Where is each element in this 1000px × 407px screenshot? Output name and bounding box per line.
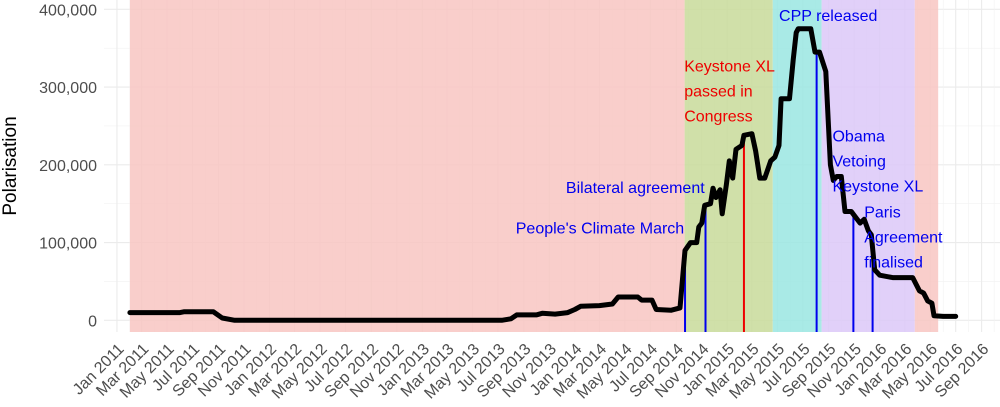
period-region xyxy=(129,0,685,332)
y-axis-title: Polarisation xyxy=(0,116,21,215)
y-tick-label: 400,000 xyxy=(39,2,97,19)
annotation-line: Vetoing xyxy=(832,154,885,171)
polarisation-line xyxy=(127,26,959,323)
annotation-line: CPP released xyxy=(779,8,877,25)
event-annotation: CPP released xyxy=(779,8,877,25)
annotation-line: Keystone XL xyxy=(684,59,775,76)
annotation-line: Agreement xyxy=(864,230,943,247)
annotation-line: Obama xyxy=(832,129,885,146)
event-annotations: People's Climate March Bilateral agreemen… xyxy=(516,8,943,272)
annotation-line: Keystone XL xyxy=(832,179,923,196)
annotation-line: finalised xyxy=(864,255,923,272)
event-annotation: Paris Agreement finalised xyxy=(864,205,943,272)
annotation-line: Congress xyxy=(684,109,752,126)
period-region xyxy=(772,0,822,332)
event-annotation: Bilateral agreement xyxy=(566,180,705,197)
annotation-line: People's Climate March xyxy=(516,220,684,237)
y-tick-label: 200,000 xyxy=(39,158,97,175)
annotation-line: Bilateral agreement xyxy=(566,180,705,197)
event-annotation: Keystone XL passed in Congress xyxy=(684,59,775,126)
y-tick-label: 300,000 xyxy=(39,80,97,97)
series-lines xyxy=(127,26,959,323)
annotation-line: Paris xyxy=(864,205,900,222)
period-region xyxy=(914,0,939,332)
y-tick-label: 0 xyxy=(88,313,97,330)
event-markers xyxy=(684,52,874,332)
event-annotation: Obama Vetoing Keystone XL xyxy=(832,129,923,196)
event-annotation: People's Climate March xyxy=(516,220,684,237)
annotation-line: passed in xyxy=(684,84,753,101)
y-axis-ticks: 0 100,000 200,000 300,000 400,000 xyxy=(39,2,97,330)
y-tick-label: 100,000 xyxy=(39,236,97,253)
